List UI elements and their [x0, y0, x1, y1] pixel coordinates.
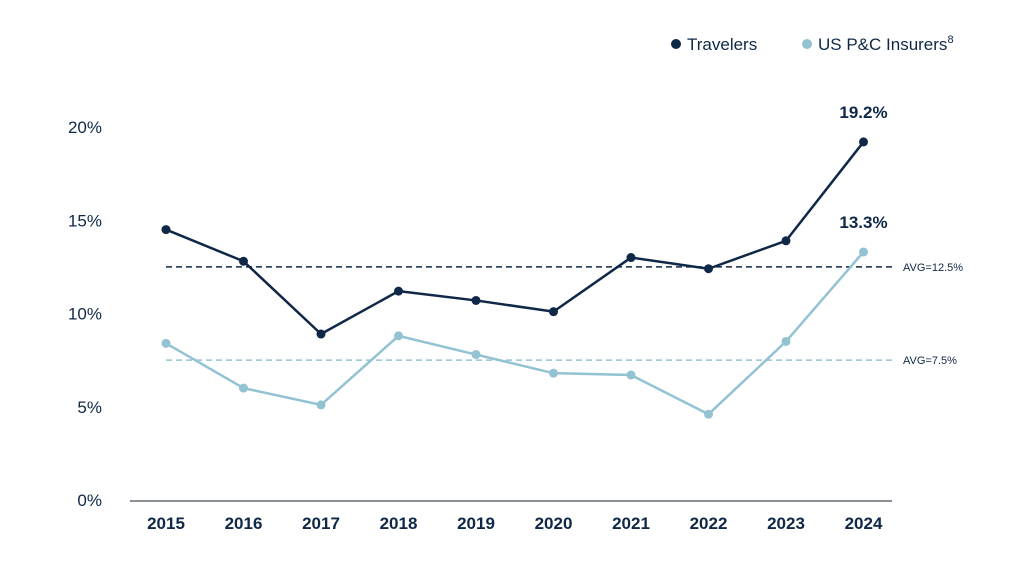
- y-tick-label: 10%: [68, 305, 102, 324]
- x-tick-label: 2023: [767, 514, 805, 533]
- series-group: [161, 137, 868, 419]
- data-point: [626, 370, 636, 380]
- legend-marker: [802, 39, 812, 49]
- legend-label: US P&C Insurers8: [818, 34, 954, 54]
- end-value-label: 13.3%: [839, 213, 887, 232]
- y-tick-label: 15%: [68, 211, 102, 230]
- data-point: [239, 256, 248, 266]
- data-point: [161, 225, 171, 235]
- data-point: [781, 236, 791, 246]
- y-tick-label: 5%: [77, 398, 102, 417]
- axes: 0% 5% 10% 15% 20% 2015 2016 2017 2018 2019 2020 202…: [68, 118, 892, 533]
- data-point: [704, 409, 713, 419]
- data-point: [316, 329, 326, 339]
- series-line: [164, 140, 865, 336]
- y-tick-label: 20%: [68, 118, 102, 137]
- data-point: [316, 400, 326, 410]
- data-point: [471, 295, 481, 305]
- y-tick-label: 0%: [77, 491, 102, 510]
- data-point: [704, 264, 713, 274]
- x-tick-label: 2019: [457, 514, 495, 533]
- data-point: [394, 286, 403, 296]
- legend: Travelers US P&C Insurers8: [671, 34, 954, 54]
- end-value-label: 19.2%: [839, 103, 887, 122]
- legend-marker: [671, 39, 681, 49]
- legend-label: Travelers: [687, 35, 757, 54]
- x-tick-label: 2020: [535, 514, 573, 533]
- x-tick-label: 2022: [690, 514, 728, 533]
- series-line: [164, 250, 865, 416]
- x-tick-label: 2016: [225, 514, 263, 533]
- data-point: [781, 336, 791, 346]
- average-lines: AVG=12.5% AVG=7.5%: [166, 262, 963, 367]
- data-point: [626, 253, 636, 263]
- data-point: [471, 350, 481, 360]
- average-label: AVG=7.5%: [903, 355, 957, 367]
- x-tick-label: 2018: [380, 514, 418, 533]
- data-point: [239, 383, 248, 393]
- data-point: [549, 368, 558, 378]
- data-labels: 19.2% 13.3%: [839, 103, 887, 232]
- x-tick-label: 2017: [302, 514, 340, 533]
- data-point: [859, 247, 868, 257]
- x-tick-label: 2024: [845, 514, 883, 533]
- data-point: [549, 307, 558, 317]
- data-point: [161, 338, 171, 348]
- data-point: [394, 331, 403, 341]
- x-tick-label: 2015: [147, 514, 185, 533]
- data-point: [859, 137, 868, 147]
- average-label: AVG=12.5%: [903, 262, 963, 274]
- x-tick-label: 2021: [612, 514, 650, 533]
